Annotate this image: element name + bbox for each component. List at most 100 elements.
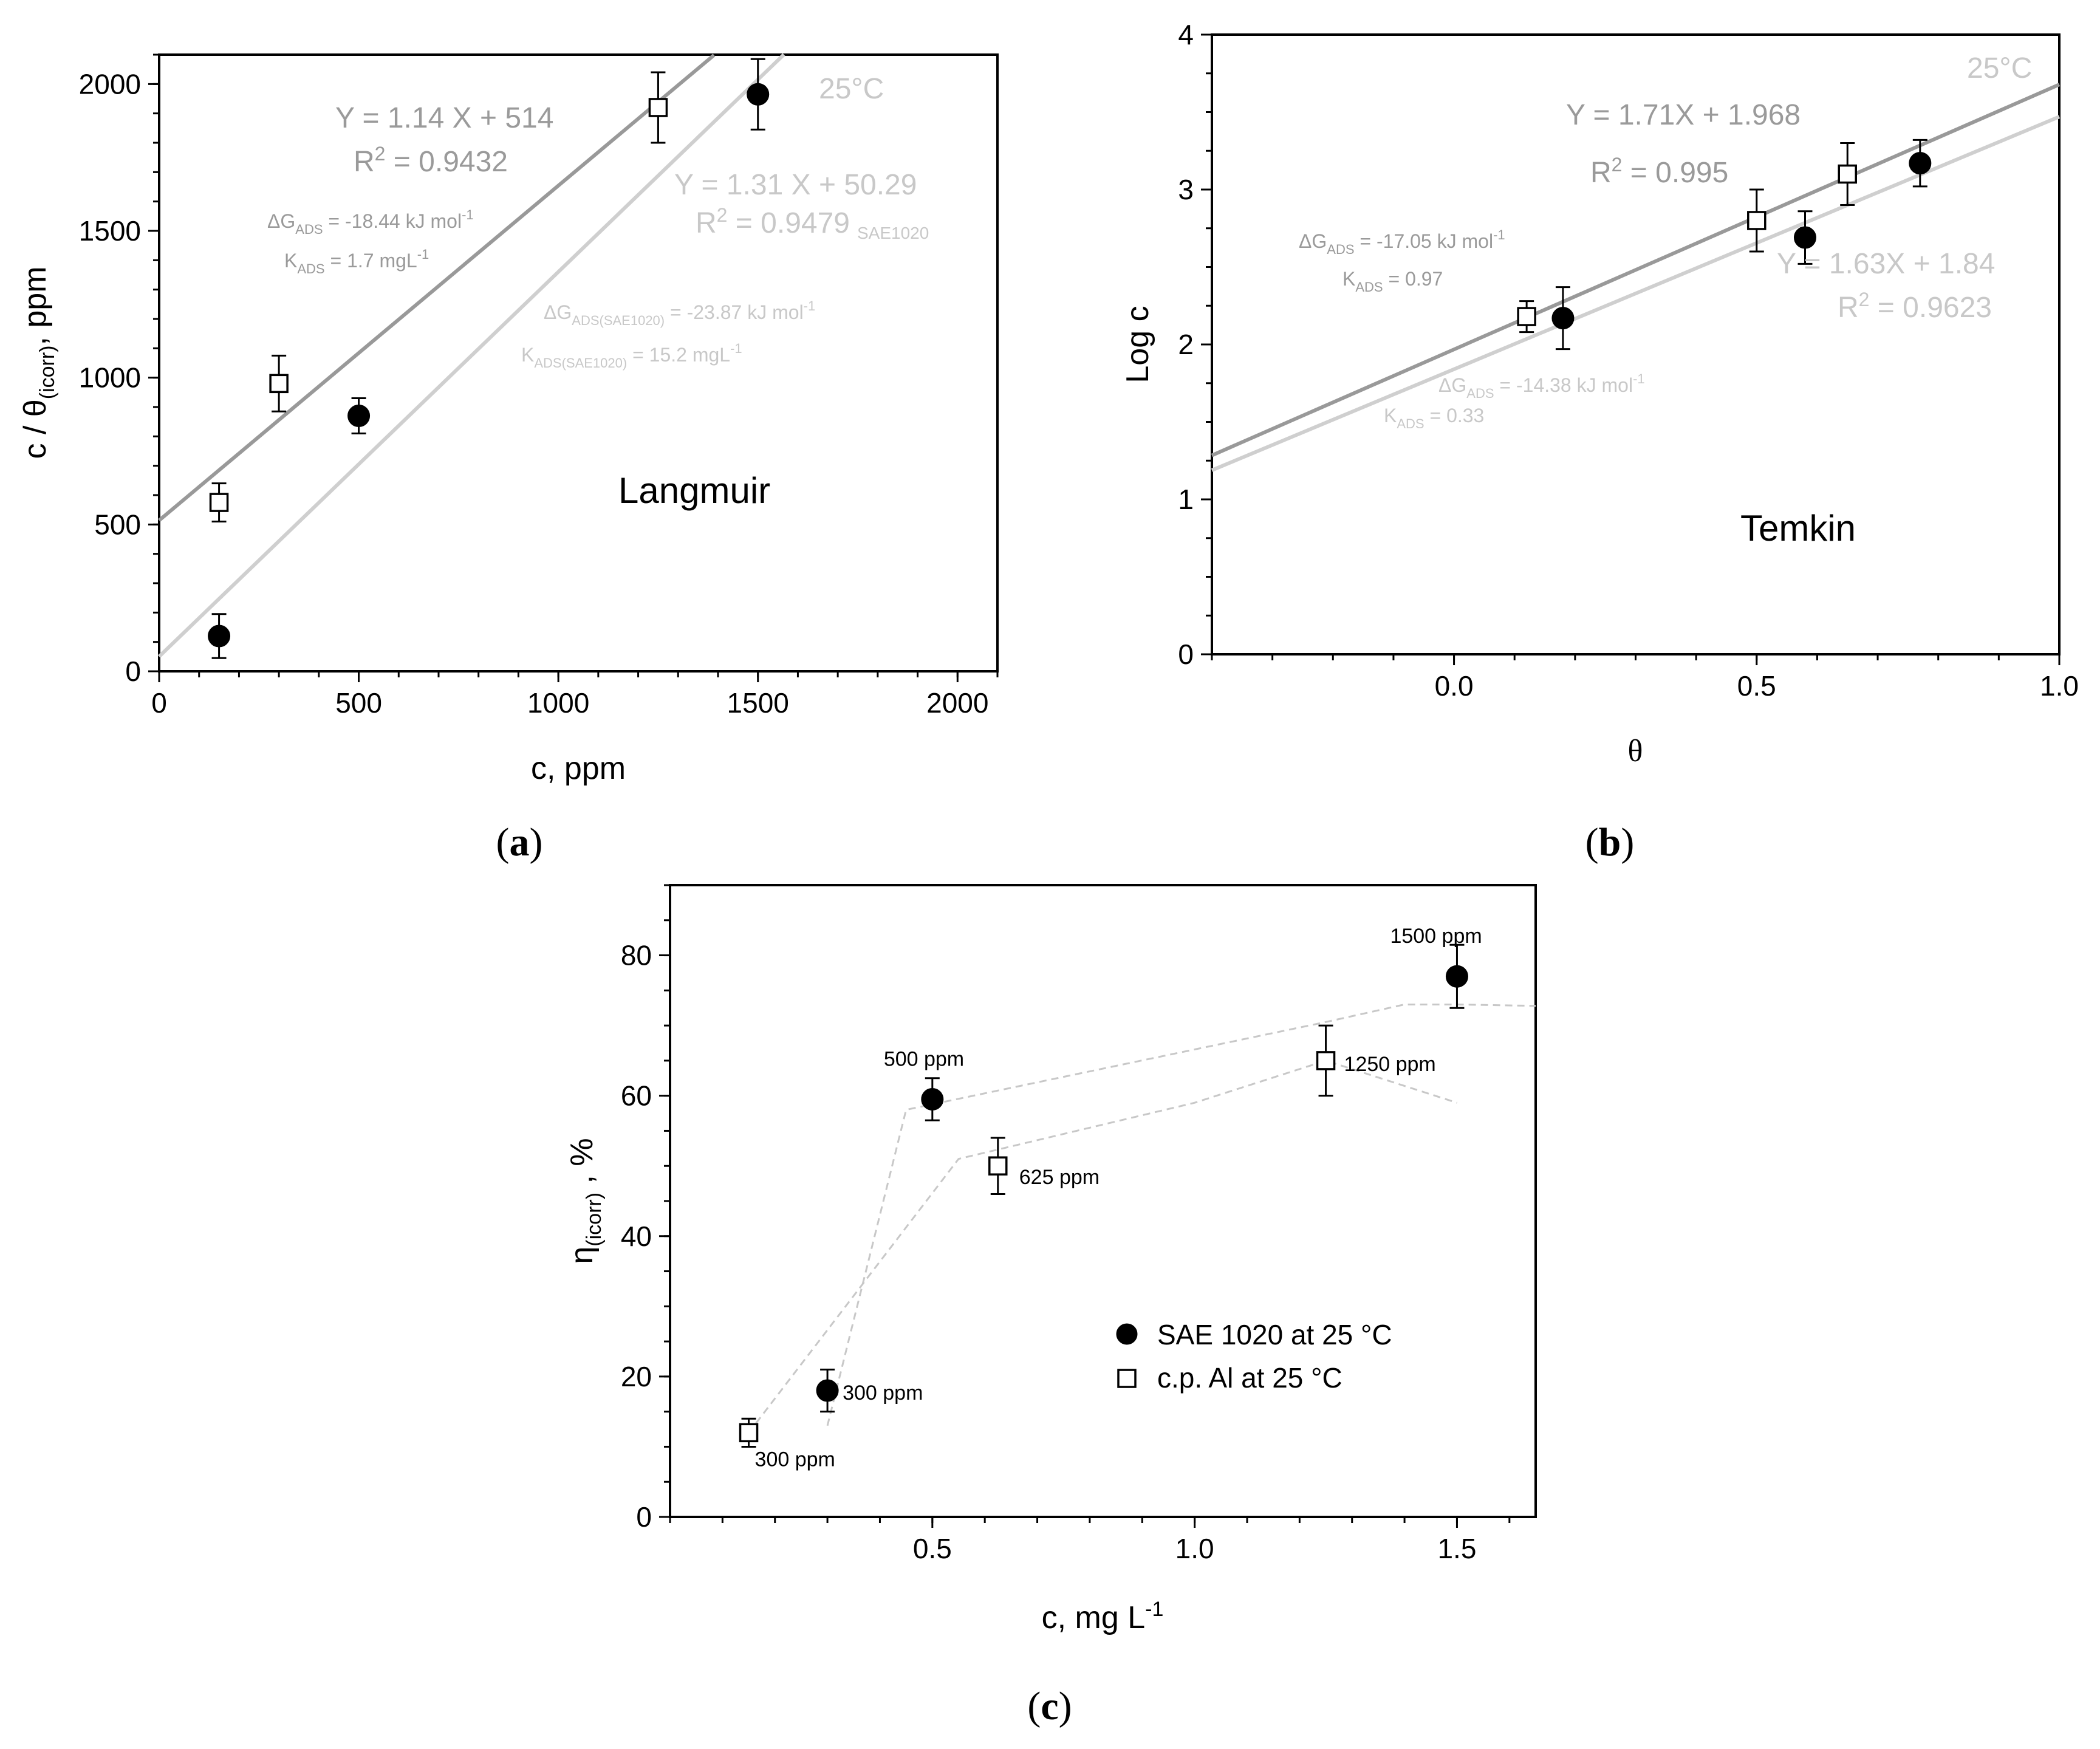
guide-line bbox=[748, 1059, 1457, 1434]
panel-b-K-dark: KADS = 0.97 bbox=[1342, 268, 1443, 295]
y-tick-label: 2000 bbox=[79, 68, 141, 100]
panel-b-model-label: Temkin bbox=[1740, 508, 1856, 549]
panel-c-plot-frame bbox=[669, 884, 1537, 1518]
fit-line-light bbox=[157, 53, 785, 658]
panel-b-K-light: KADS = 0.33 bbox=[1384, 405, 1484, 431]
data-point-open bbox=[269, 374, 289, 394]
panel-a-label: (a) bbox=[496, 820, 543, 864]
panel-a-fit-light-r2: R2 = 0.9479 SAE1020 bbox=[696, 204, 929, 242]
panel-a-y-axis-label: c / θ(icorr), ppm bbox=[18, 266, 59, 459]
panel-b-label: (b) bbox=[1585, 820, 1635, 864]
panel-a-fit-dark-r2: R2 = 0.9432 bbox=[354, 143, 508, 178]
panel-a-fit-light-equation: Y = 1.31 X + 50.29 bbox=[674, 169, 917, 201]
data-point-filled bbox=[1794, 226, 1816, 249]
data-point-filled bbox=[1909, 152, 1932, 175]
data-point-open bbox=[1747, 211, 1767, 230]
data-point-open bbox=[648, 98, 668, 117]
panel-b-ticks: 0.0 0.5 1.0 0 1 2 3 4 bbox=[1178, 19, 2079, 702]
y-tick-label: 0 bbox=[636, 1501, 652, 1533]
panel-b-x-axis-label: θ bbox=[1628, 734, 1643, 768]
panel-a-temperature: 25°C bbox=[819, 73, 884, 105]
y-tick-label: 1 bbox=[1178, 484, 1194, 515]
x-tick-label: 1000 bbox=[527, 687, 589, 719]
panel-c-legend: SAE 1020 at 25 °C c.p. Al at 25 °C bbox=[1116, 1319, 1392, 1394]
panel-b-dG-dark: ΔGADS = -17.05 kJ mol-1 bbox=[1299, 227, 1505, 257]
y-tick-label: 4 bbox=[1178, 19, 1194, 50]
data-point-filled bbox=[1445, 965, 1468, 988]
x-tick-label: 0.5 bbox=[1737, 670, 1776, 702]
guide-line bbox=[826, 1003, 1536, 1426]
panel-b-temperature: 25°C bbox=[1967, 52, 2032, 84]
y-tick-label: 0 bbox=[125, 655, 141, 687]
y-tick-label: 80 bbox=[621, 940, 652, 971]
panel-a-model-label: Langmuir bbox=[618, 470, 770, 511]
panel-b-dG-light: ΔGADS = -14.38 kJ mol-1 bbox=[1438, 371, 1645, 401]
y-tick-label: 500 bbox=[94, 508, 141, 540]
x-tick-label: 0 bbox=[151, 687, 167, 719]
x-tick-label: 1.0 bbox=[2040, 670, 2079, 702]
panel-a-dG-dark: ΔGADS = -18.44 kJ mol-1 bbox=[267, 207, 474, 237]
y-tick-label: 1000 bbox=[79, 362, 141, 394]
panel-c-ticks: 0.5 1.0 1.5 0 20 40 60 80 bbox=[621, 884, 1511, 1564]
x-tick-label: 2000 bbox=[926, 687, 988, 719]
panel-c-y-axis-label: η(icorr) , % bbox=[564, 1138, 606, 1264]
data-point-open bbox=[1316, 1051, 1336, 1070]
legend-marker-sae1020 bbox=[1116, 1323, 1138, 1345]
panel-a-plot-frame bbox=[158, 53, 999, 673]
data-point-open bbox=[988, 1156, 1008, 1176]
panel-b-data-points bbox=[1517, 139, 1932, 351]
panel-c-label: (c) bbox=[1027, 1684, 1072, 1728]
x-tick-label: 1500 bbox=[727, 687, 789, 719]
data-point-filled bbox=[347, 405, 371, 427]
data-point-open bbox=[739, 1423, 759, 1443]
panel-b-y-axis-label: Log c bbox=[1120, 306, 1155, 383]
x-tick-label: 0.5 bbox=[913, 1533, 952, 1564]
point-label: 625 ppm bbox=[1019, 1166, 1100, 1189]
panel-a-K-dark: KADS = 1.7 mgL-1 bbox=[284, 247, 429, 276]
point-label: 300 ppm bbox=[843, 1381, 923, 1405]
y-tick-label: 2 bbox=[1178, 329, 1194, 360]
legend-marker-cp-al bbox=[1117, 1369, 1137, 1388]
data-point-open bbox=[209, 493, 229, 512]
panel-b-temkin: 0.0 0.5 1.0 0 1 2 3 4 25°C Y = 1.71X + 1.968 R2… bbox=[1120, 19, 2079, 864]
panel-a-K-light: KADS(SAE1020) = 15.2 mgL-1 bbox=[521, 341, 742, 371]
panel-c-x-axis-label: c, mg L-1 bbox=[1042, 1598, 1164, 1635]
panel-c-efficiency: 0.5 1.0 1.5 0 20 40 60 80 300 ppm 500 ppm 1500 pp… bbox=[564, 884, 1537, 1728]
data-point-filled bbox=[921, 1087, 944, 1111]
data-point-open bbox=[1838, 164, 1857, 184]
data-point-filled bbox=[1551, 307, 1575, 330]
panel-a-x-axis-label: c, ppm bbox=[531, 751, 626, 786]
panel-a-data-points bbox=[208, 58, 770, 659]
legend-label-cp-al: c.p. Al at 25 °C bbox=[1157, 1362, 1342, 1394]
panel-a-fit-dark-equation: Y = 1.14 X + 514 bbox=[335, 102, 553, 134]
y-tick-label: 60 bbox=[621, 1080, 652, 1112]
data-point-filled bbox=[208, 625, 231, 648]
y-tick-label: 20 bbox=[621, 1361, 652, 1392]
panel-b-fit-light-r2: R2 = 0.9623 bbox=[1838, 289, 1992, 324]
y-tick-label: 3 bbox=[1178, 174, 1194, 205]
y-tick-label: 40 bbox=[621, 1220, 652, 1252]
data-point-filled bbox=[816, 1379, 839, 1402]
x-tick-label: 1.0 bbox=[1175, 1533, 1214, 1564]
panel-a-langmuir: 0 500 1000 1500 2000 0 500 1000 1500 2000 25°C Y … bbox=[18, 53, 999, 864]
fit-line-dark bbox=[1211, 83, 2061, 457]
fit-line-light bbox=[1211, 115, 2061, 472]
panel-a-ticks: 0 500 1000 1500 2000 0 500 1000 1500 2000 bbox=[79, 53, 999, 719]
panel-b-fit-dark-r2: R2 = 0.995 bbox=[1590, 154, 1728, 189]
x-tick-label: 500 bbox=[335, 687, 382, 719]
panel-c-guide-lines bbox=[748, 1003, 1536, 1434]
x-tick-label: 1.5 bbox=[1437, 1533, 1476, 1564]
panel-a-fit-lines bbox=[157, 53, 785, 658]
x-tick-label: 0.0 bbox=[1435, 670, 1474, 702]
data-point-filled bbox=[747, 83, 770, 106]
panel-a-dG-light: ΔGADS(SAE1020) = -23.87 kJ mol-1 bbox=[544, 298, 815, 328]
point-label: 1500 ppm bbox=[1390, 925, 1482, 948]
fit-line-dark bbox=[158, 53, 716, 522]
y-tick-label: 1500 bbox=[79, 215, 141, 247]
point-label: 1250 ppm bbox=[1344, 1053, 1436, 1076]
panel-b-fit-lines bbox=[1211, 83, 2061, 472]
point-label: 300 ppm bbox=[755, 1448, 835, 1471]
panel-b-fit-light-equation: Y = 1.63X + 1.84 bbox=[1777, 248, 1995, 280]
y-tick-label: 0 bbox=[1178, 638, 1194, 670]
